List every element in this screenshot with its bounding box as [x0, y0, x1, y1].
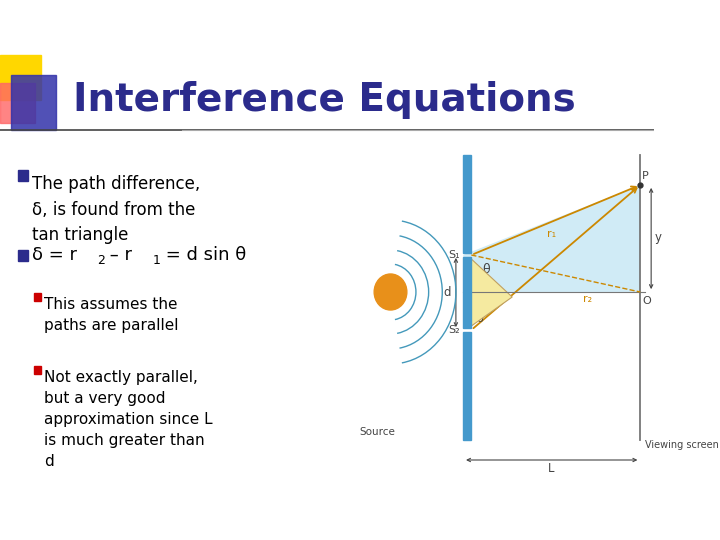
Bar: [18, 170, 28, 180]
Text: δ: δ: [477, 314, 484, 324]
Text: 1: 1: [153, 253, 161, 267]
Bar: [34, 366, 41, 374]
Text: The path difference,
δ, is found from the
tan triangle: The path difference, δ, is found from th…: [32, 175, 200, 245]
Bar: [0, 55, 41, 100]
Text: θ: θ: [482, 263, 490, 276]
Text: δ = r: δ = r: [32, 246, 77, 264]
Text: = d sin θ: = d sin θ: [160, 246, 246, 264]
Text: Source: Source: [359, 427, 395, 437]
Text: Viewing screen: Viewing screen: [645, 440, 719, 450]
Text: y: y: [654, 232, 662, 245]
Bar: [463, 257, 472, 328]
Text: O: O: [642, 296, 651, 306]
Bar: [463, 332, 472, 440]
Text: θ: θ: [497, 290, 505, 303]
Bar: [463, 155, 472, 253]
Text: S₂: S₂: [448, 325, 459, 335]
Polygon shape: [472, 259, 512, 326]
Text: P: P: [642, 171, 649, 181]
Text: Not exactly parallel,
but a very good
approximation since L
is much greater than: Not exactly parallel, but a very good ap…: [45, 370, 213, 469]
Circle shape: [374, 274, 407, 310]
Text: d: d: [443, 286, 451, 299]
Bar: [0, 83, 35, 123]
Text: L: L: [548, 462, 554, 475]
Text: S₁: S₁: [448, 250, 459, 260]
Bar: [34, 293, 41, 301]
Text: Q: Q: [476, 295, 485, 305]
Text: Interference Equations: Interference Equations: [73, 81, 575, 119]
Bar: [18, 249, 28, 260]
Text: – r: – r: [104, 246, 132, 264]
Text: r₂: r₂: [583, 294, 592, 304]
Bar: [11, 75, 56, 130]
Text: This assumes the
paths are parallel: This assumes the paths are parallel: [45, 297, 179, 333]
Text: 2: 2: [97, 253, 105, 267]
Text: r₁: r₁: [546, 229, 556, 239]
Polygon shape: [463, 185, 640, 292]
